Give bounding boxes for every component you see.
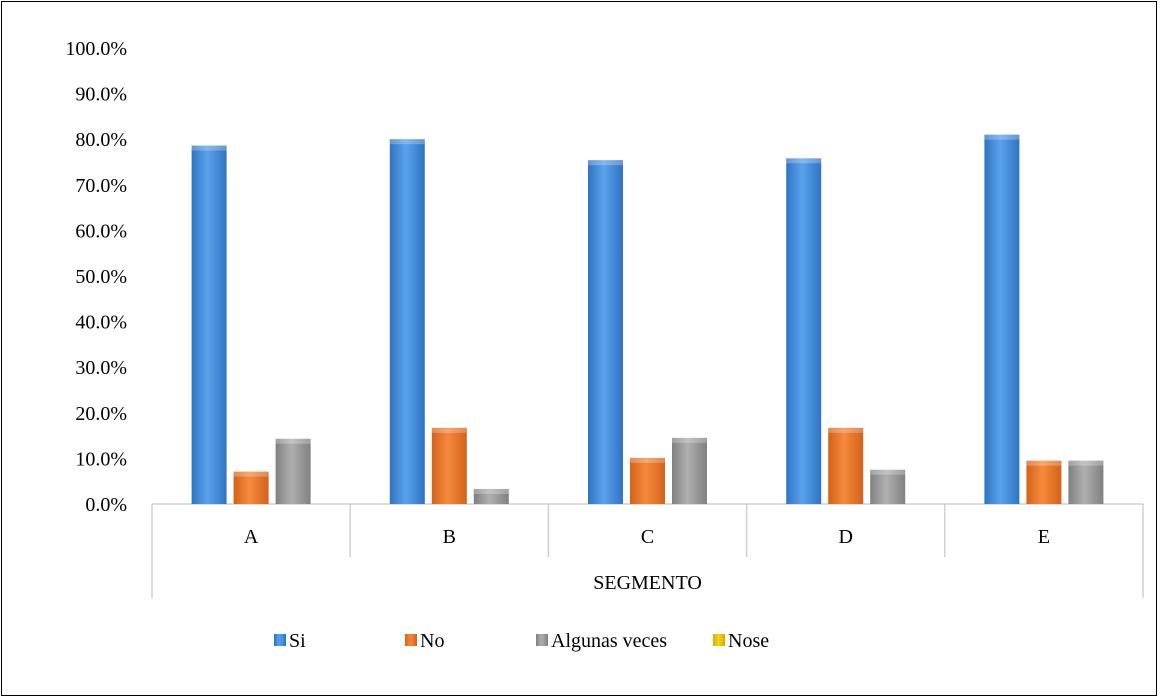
- bar-si-c: [588, 160, 623, 504]
- legend-label: No: [420, 630, 444, 652]
- bar-highlight: [786, 158, 822, 164]
- legend-swatch: [536, 634, 548, 646]
- bar-algunas-veces-b: [473, 488, 509, 504]
- x-axis-title: SEGMENTO: [593, 572, 702, 594]
- bar-highlight: [984, 134, 1020, 140]
- category-labels: A B C D E: [244, 526, 1050, 548]
- bar-no-b: [431, 427, 467, 504]
- bar-si-d: [786, 158, 822, 505]
- legend-item: Algunas veces: [536, 630, 667, 652]
- bar-highlight: [431, 427, 467, 433]
- bar-si-a: [191, 145, 227, 505]
- bar-highlight: [389, 139, 425, 145]
- bar-highlight: [191, 145, 227, 151]
- legend-item: Nose: [713, 630, 769, 652]
- bars: [191, 134, 1104, 505]
- y-tick-label: 30.0%: [75, 357, 127, 379]
- bar-highlight: [672, 437, 707, 443]
- bar-algunas-veces-d: [870, 469, 906, 504]
- bar-highlight: [233, 471, 269, 477]
- legend: Si No Algunas veces Nose: [274, 630, 769, 652]
- bar-highlight: [275, 438, 311, 444]
- bar-si-e: [984, 134, 1020, 504]
- legend-label: Si: [289, 630, 306, 652]
- bar-highlight: [828, 427, 864, 433]
- category-label: C: [641, 526, 654, 548]
- y-tick-label: 80.0%: [75, 129, 127, 151]
- bar-si-b: [389, 139, 425, 504]
- legend-item: No: [405, 630, 444, 652]
- bar-highlight: [1026, 460, 1062, 466]
- bar-no-d: [828, 427, 864, 504]
- bar-no-e: [1026, 460, 1062, 504]
- y-tick-label: 60.0%: [75, 220, 127, 242]
- y-tick-label: 40.0%: [75, 312, 127, 334]
- bar-highlight: [473, 488, 509, 494]
- y-tick-label: 70.0%: [75, 175, 127, 197]
- y-tick-label: 10.0%: [75, 448, 127, 470]
- bar-highlight: [870, 469, 906, 475]
- legend-label: Nose: [728, 630, 769, 652]
- bar-highlight: [588, 160, 623, 166]
- legend-swatch: [274, 634, 286, 646]
- category-label: D: [838, 526, 852, 548]
- category-label: E: [1038, 526, 1050, 548]
- bar-highlight: [630, 457, 665, 463]
- y-tick-label: 50.0%: [75, 266, 127, 288]
- bar-no-a: [233, 471, 269, 504]
- y-tick-label: 20.0%: [75, 403, 127, 425]
- y-axis-ticks: 0.0% 10.0% 20.0% 30.0% 40.0% 50.0% 60.0% 70.0% 8…: [65, 38, 127, 516]
- bar-algunas-veces-e: [1068, 460, 1104, 504]
- legend-label: Algunas veces: [551, 630, 667, 652]
- category-label: A: [244, 526, 259, 548]
- bar-algunas-veces-c: [672, 437, 707, 504]
- legend-swatch: [405, 634, 417, 646]
- category-label: B: [443, 526, 456, 548]
- legend-swatch: [713, 634, 725, 646]
- y-tick-label: 100.0%: [65, 38, 127, 60]
- bar-highlight: [1068, 460, 1104, 466]
- y-tick-label: 90.0%: [75, 84, 127, 106]
- y-tick-label: 0.0%: [85, 494, 127, 516]
- bar-algunas-veces-a: [275, 438, 311, 504]
- bar-no-c: [630, 457, 665, 504]
- legend-item: Si: [274, 630, 306, 652]
